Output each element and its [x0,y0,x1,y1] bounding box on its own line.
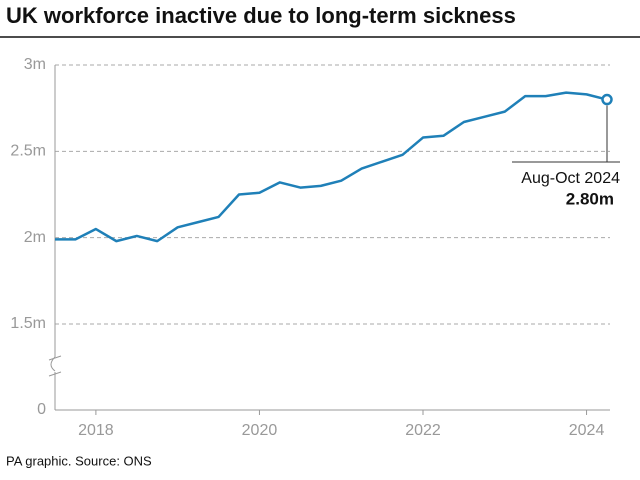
y-tick-label: 3m [24,56,46,73]
y-tick-label: 2.5m [10,143,46,160]
annotation: Aug-Oct 2024 [521,170,620,187]
x-tick-label: 2024 [569,422,605,439]
end-marker [601,93,613,106]
source: PA graphic. Source: ONS [6,453,152,468]
x-tick-label: 2022 [405,422,441,439]
y-tick-label: 2m [24,229,46,246]
line [55,91,608,243]
axis-break [48,355,62,377]
x-tick-label: 2018 [78,422,114,439]
y-tick-label: 0 [37,401,46,418]
value-label: 2.80m [566,189,614,208]
chart-title: UK workforce inactive due to long-term s… [6,3,516,28]
x-tick-label: 2020 [242,422,278,439]
y-tick-label: 1.5m [10,315,46,332]
